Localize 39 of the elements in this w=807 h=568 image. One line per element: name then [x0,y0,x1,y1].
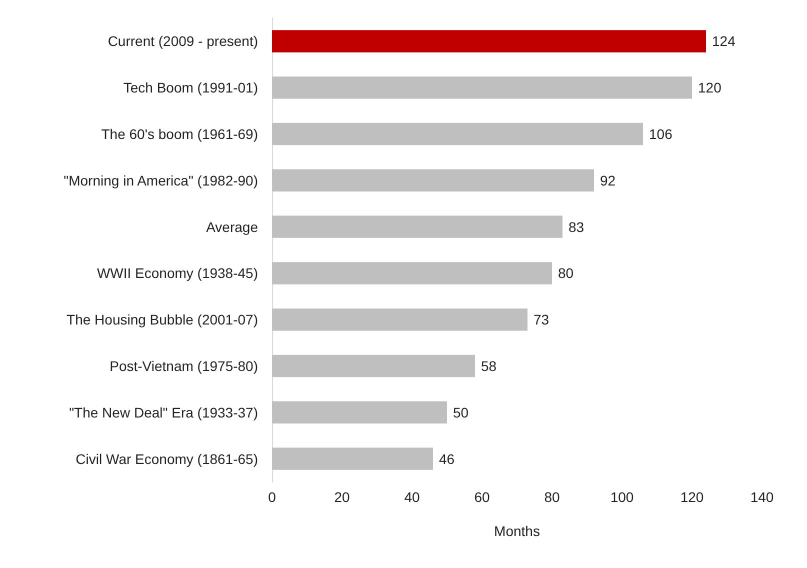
y-tick-label: The 60's boom (1961-69) [101,126,258,142]
bar [272,354,475,378]
data-label: 83 [568,218,584,235]
data-label: 106 [649,126,673,142]
data-label: 46 [439,450,455,467]
bar [272,401,447,424]
y-tick-label: Tech Boom (1991-01) [123,80,258,96]
x-tick-label: 20 [334,489,350,505]
x-tick-label: 0 [268,489,276,505]
x-tick-label: 120 [680,489,704,505]
y-tick-label: "Morning in America" (1982-90) [64,172,258,188]
data-label: 120 [698,80,722,96]
y-tick-label: Civil War Economy (1861-65) [76,450,258,467]
x-tick-label: 100 [610,489,634,505]
x-tick-label: 80 [544,489,560,505]
data-label: 50 [453,404,469,420]
data-label: 124 [712,33,736,50]
bar [272,76,692,99]
y-tick-label: Average [206,218,258,235]
data-label: 58 [481,358,497,374]
bar [272,262,552,284]
bar [272,30,706,52]
bar [272,169,594,192]
x-tick-label: 140 [750,489,774,505]
y-tick-label: "The New Deal" Era (1933-37) [69,404,258,420]
bar [272,216,562,238]
x-axis-title: Months [494,523,540,539]
y-tick-label: Post-Vietnam (1975-80) [110,358,258,374]
y-tick-label: WWII Economy (1938-45) [96,265,258,282]
bar [272,308,528,331]
bar [272,122,643,146]
data-label: 73 [534,312,550,328]
bar [272,448,433,470]
x-tick-label: 40 [404,489,420,505]
y-tick-label: The Housing Bubble (2001-07) [66,312,258,328]
data-label: 80 [558,265,574,282]
x-tick-label: 60 [474,489,490,505]
y-tick-label: Current (2009 - present) [108,33,258,50]
data-label: 92 [600,172,616,188]
